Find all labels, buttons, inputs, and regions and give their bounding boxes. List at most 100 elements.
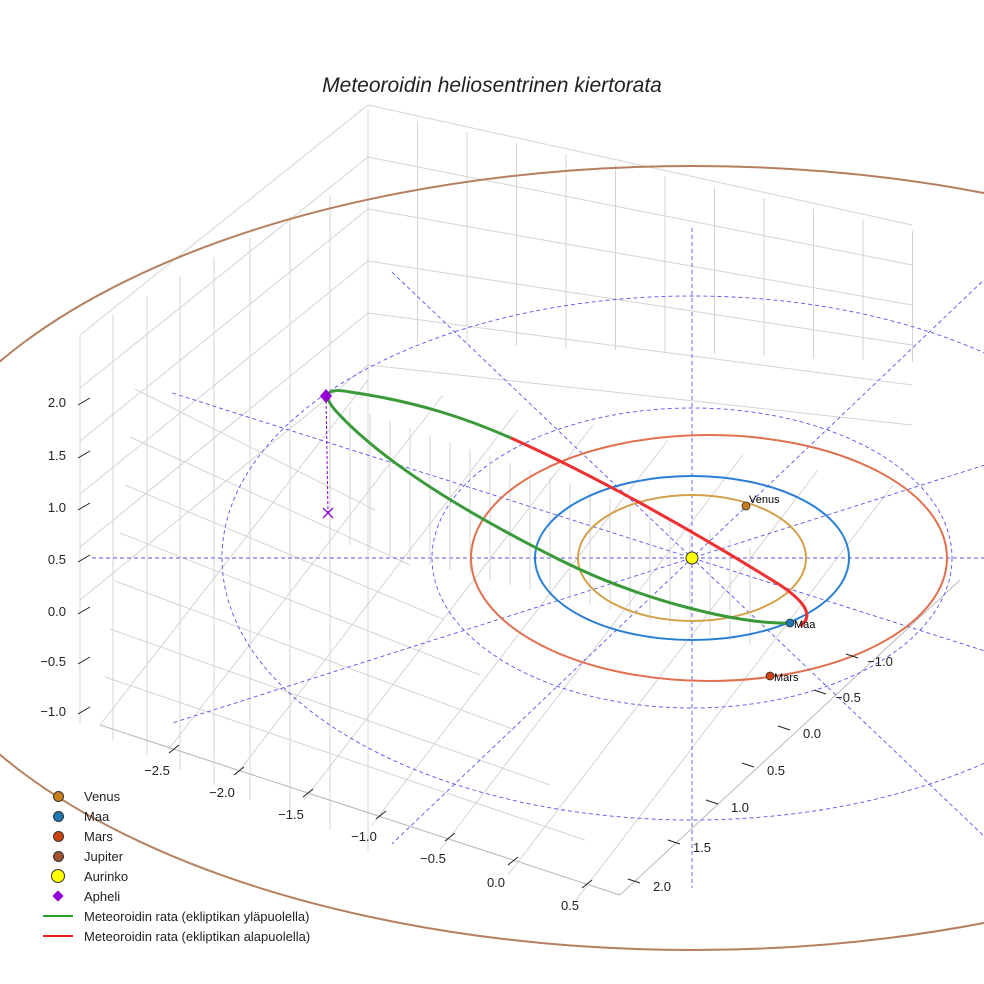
y-tick-mark bbox=[741, 762, 755, 768]
z-tick-mark bbox=[77, 706, 91, 715]
y-tick-label: −0.5 bbox=[835, 690, 861, 705]
x-tick-label: −2.5 bbox=[144, 763, 170, 778]
grid-line bbox=[79, 208, 369, 442]
grid-line bbox=[167, 394, 444, 751]
x-tick-label: −1.5 bbox=[278, 807, 304, 822]
planet-label: Venus bbox=[749, 494, 780, 506]
aphelion-marker bbox=[320, 389, 332, 403]
legend-label: Aurinko bbox=[84, 868, 129, 884]
planet-marker-venus bbox=[741, 501, 751, 511]
grid-line bbox=[104, 676, 586, 841]
y-tick-label: 2.0 bbox=[653, 879, 671, 894]
aphelion-stem bbox=[325, 395, 329, 513]
grid-line bbox=[507, 469, 819, 876]
grid-line bbox=[235, 409, 519, 776]
legend-item: Maa bbox=[38, 806, 310, 826]
x-tick-label: −1.0 bbox=[351, 829, 377, 844]
orbit-mars bbox=[470, 434, 948, 682]
z-tick-mark bbox=[77, 450, 91, 459]
x-tick-label: −0.5 bbox=[420, 851, 446, 866]
planet-label: Maa bbox=[794, 619, 816, 631]
y-tick-label: 0.0 bbox=[803, 726, 821, 741]
ecliptic-grid-circle bbox=[431, 407, 953, 709]
grid-line bbox=[439, 454, 744, 851]
grid-line bbox=[119, 532, 481, 676]
z-tick-label: 1.0 bbox=[48, 500, 66, 515]
legend-marker-icon bbox=[38, 790, 78, 802]
orbit-maa bbox=[534, 475, 850, 641]
z-tick-label: 1.5 bbox=[48, 448, 66, 463]
legend-label: Meteoroidin rata (ekliptikan yläpuolella… bbox=[84, 908, 310, 924]
legend-label: Maa bbox=[84, 808, 110, 824]
grid-line bbox=[79, 312, 369, 548]
meteoroid-path-below bbox=[510, 436, 809, 628]
x-axis-line bbox=[99, 724, 621, 896]
x-tick-mark bbox=[302, 788, 314, 798]
y-tick-mark bbox=[627, 878, 641, 884]
grid-line bbox=[367, 364, 913, 426]
legend-marker-icon bbox=[38, 830, 78, 842]
y-tick-label: −1.0 bbox=[867, 654, 893, 669]
planet-label: Mars bbox=[774, 672, 799, 684]
grid-line bbox=[124, 484, 446, 621]
legend-marker-icon bbox=[38, 915, 78, 917]
legend-item: Meteoroidin rata (ekliptikan alapuolella… bbox=[38, 926, 310, 946]
z-tick-label: 2.0 bbox=[48, 395, 66, 410]
legend-marker-icon bbox=[38, 869, 78, 883]
x-tick-mark bbox=[375, 810, 387, 820]
orbit-jupiter bbox=[0, 165, 984, 951]
grid-line bbox=[109, 628, 551, 786]
z-tick-mark bbox=[77, 606, 91, 615]
z-tick-label: −1.0 bbox=[40, 704, 66, 719]
legend-item: Meteoroidin rata (ekliptikan yläpuolella… bbox=[38, 906, 310, 926]
grid-line bbox=[367, 156, 913, 266]
sun-marker bbox=[685, 551, 699, 565]
grid-line bbox=[367, 260, 913, 346]
y-tick-mark bbox=[813, 689, 827, 695]
y-tick-mark bbox=[777, 725, 791, 731]
y-tick-label: 1.0 bbox=[731, 800, 749, 815]
legend-label: Venus bbox=[84, 788, 121, 804]
legend-label: Jupiter bbox=[84, 848, 124, 864]
z-tick-label: 0.0 bbox=[48, 604, 66, 619]
orbit-venus bbox=[577, 494, 807, 622]
orbits-layer: Venus Maa Mars bbox=[0, 165, 984, 951]
z-tick-mark bbox=[77, 397, 91, 406]
legend-label: Mars bbox=[84, 828, 113, 844]
grid-line bbox=[79, 364, 369, 601]
z-tick-label: 0.5 bbox=[48, 552, 66, 567]
legend-label: Apheli bbox=[84, 888, 121, 904]
x-tick-mark bbox=[444, 832, 456, 842]
x-tick-label: 0.5 bbox=[561, 898, 579, 913]
x-tick-mark bbox=[507, 856, 519, 866]
z-tick-mark bbox=[77, 554, 91, 563]
x-tick-mark bbox=[168, 744, 180, 754]
grid-line bbox=[367, 104, 913, 226]
grid-line bbox=[575, 484, 894, 901]
grid-line bbox=[367, 312, 913, 386]
legend-marker-icon bbox=[38, 810, 78, 822]
grid-line bbox=[134, 388, 376, 511]
grid-line bbox=[79, 104, 369, 336]
z-tick-mark bbox=[77, 656, 91, 665]
y-tick-mark bbox=[845, 653, 859, 659]
y-tick-mark bbox=[705, 799, 719, 805]
x-tick-mark bbox=[233, 766, 245, 776]
legend-item: Mars bbox=[38, 826, 310, 846]
grid-line bbox=[303, 424, 594, 801]
grid-line bbox=[367, 208, 913, 306]
legend-item: Aurinko bbox=[38, 866, 310, 886]
planet-marker-mars bbox=[765, 671, 775, 681]
x-tick-mark bbox=[581, 879, 593, 889]
planet-marker-maa bbox=[785, 618, 795, 628]
grid-line bbox=[79, 156, 369, 389]
aphelion-projection-marker bbox=[322, 507, 334, 519]
x-tick-label: 0.0 bbox=[487, 875, 505, 890]
legend-marker-icon bbox=[38, 850, 78, 862]
z-tick-mark bbox=[77, 502, 91, 511]
grid-line bbox=[114, 580, 516, 731]
grid-line bbox=[79, 260, 369, 495]
legend-label: Meteoroidin rata (ekliptikan alapuolella… bbox=[84, 928, 311, 944]
legend: Venus Maa Mars Jupiter Aurinko Apheli Meteoroi… bbox=[38, 786, 310, 946]
